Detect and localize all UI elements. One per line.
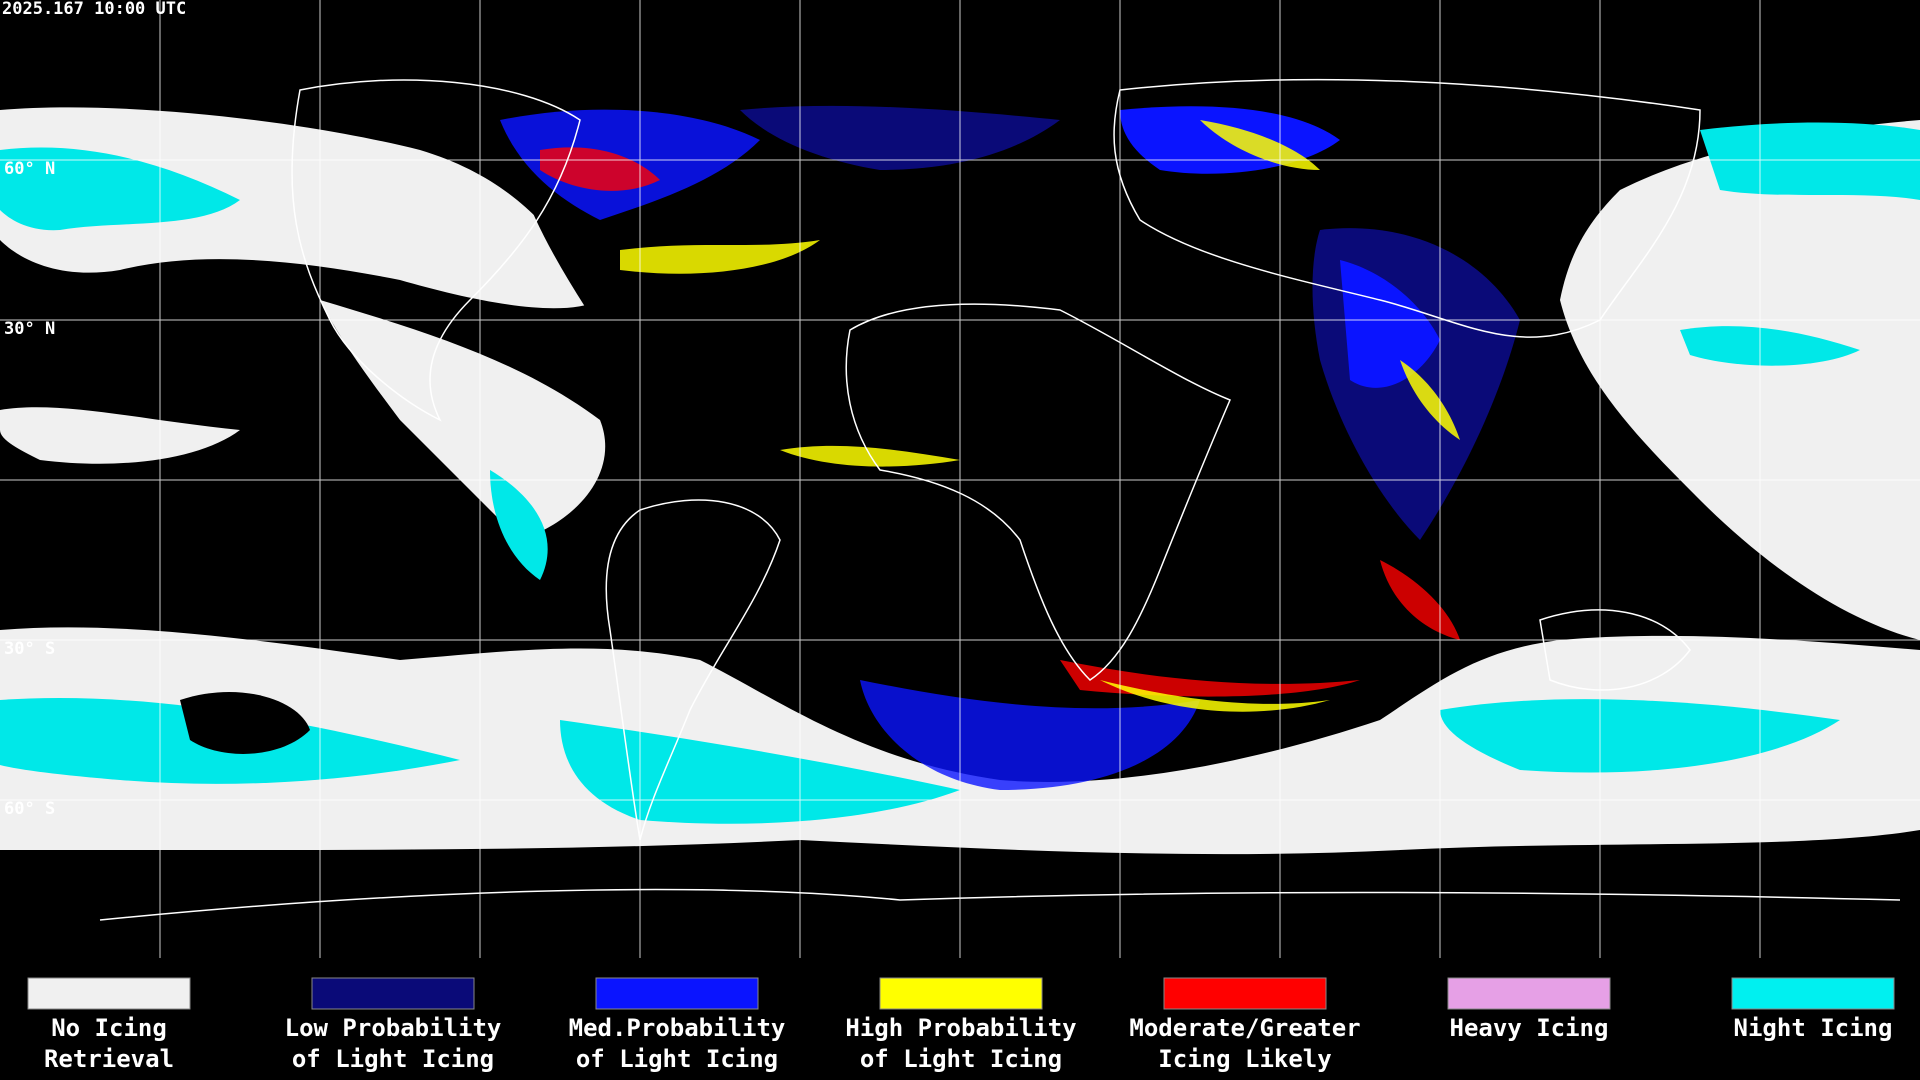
legend-swatch bbox=[27, 977, 191, 1010]
legend-label: Icing Likely bbox=[1158, 1045, 1331, 1073]
legend-label: of Light Icing bbox=[292, 1045, 494, 1073]
legend-swatch bbox=[1731, 977, 1895, 1010]
legend-label: No Icing bbox=[51, 1014, 167, 1042]
legend-swatch bbox=[1163, 977, 1327, 1010]
legend-swatch bbox=[1447, 977, 1611, 1010]
timestamp: 2025.167 10:00 UTC bbox=[2, 0, 186, 19]
legend: No Icing Retrieval Low Probability of Light… bbox=[27, 977, 1895, 1073]
legend-label: Moderate/Greater bbox=[1129, 1014, 1360, 1042]
legend-label: Med.Probability bbox=[569, 1014, 786, 1042]
legend-label: of Light Icing bbox=[576, 1045, 778, 1073]
latitude-label: 30° S bbox=[4, 639, 55, 659]
legend-label: Heavy Icing bbox=[1450, 1014, 1609, 1042]
latitude-labels: 60° N 30° N 30° S 60° S bbox=[4, 159, 55, 819]
legend-label: of Light Icing bbox=[860, 1045, 1062, 1073]
latitude-label: 60° N bbox=[4, 159, 55, 179]
legend-label: High Probability bbox=[845, 1014, 1076, 1042]
legend-swatch bbox=[879, 977, 1043, 1010]
legend-label: Low Probability bbox=[285, 1014, 502, 1042]
latitude-label: 30° N bbox=[4, 319, 55, 339]
latitude-label: 60° S bbox=[4, 799, 55, 819]
legend-swatch bbox=[595, 977, 759, 1010]
graticule bbox=[0, 0, 1920, 958]
legend-label: Night Icing bbox=[1734, 1014, 1893, 1042]
legend-label: Retrieval bbox=[44, 1045, 174, 1073]
legend-swatch bbox=[311, 977, 475, 1010]
